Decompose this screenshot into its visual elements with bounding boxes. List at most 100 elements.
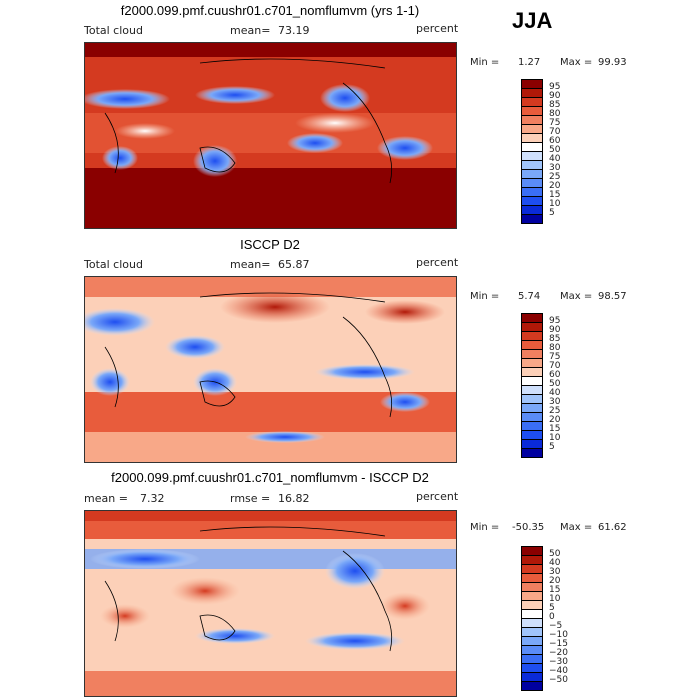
colorbar-swatch bbox=[521, 196, 543, 206]
colorbar-tick-label: 75 bbox=[549, 352, 561, 362]
panel1-min-label: Min = bbox=[470, 57, 500, 68]
colorbar-tick-label: 50 bbox=[549, 379, 561, 389]
colorbar-tick-label: 95 bbox=[549, 316, 561, 326]
panel3-map bbox=[84, 510, 457, 697]
panel2-units: percent bbox=[416, 256, 459, 269]
panel2-map bbox=[84, 276, 457, 463]
colorbar-tick-label: 75 bbox=[549, 118, 561, 128]
colorbar-swatch bbox=[521, 133, 543, 143]
colorbar-swatch bbox=[521, 376, 543, 386]
colorbar-tick-label: 40 bbox=[549, 388, 561, 398]
colorbar-tick-label: 70 bbox=[549, 127, 561, 137]
colorbar-swatch bbox=[521, 97, 543, 107]
colorbar-tick-label: 5 bbox=[549, 442, 555, 452]
colorbar-tick-label: 70 bbox=[549, 361, 561, 371]
colorbar-swatch bbox=[521, 349, 543, 359]
panel1-mean-value: 73.19 bbox=[278, 24, 310, 37]
colorbar-swatch bbox=[521, 546, 543, 556]
colorbar-tick-label: −30 bbox=[549, 657, 568, 667]
panel3-field-plot bbox=[85, 511, 456, 696]
panel1-field-label: Total cloud bbox=[84, 24, 143, 37]
panel1-mean-label: mean= bbox=[230, 24, 271, 37]
colorbar-swatch bbox=[521, 331, 543, 341]
colorbar-swatch bbox=[521, 591, 543, 601]
colorbar-swatch bbox=[521, 412, 543, 422]
colorbar-swatch bbox=[521, 322, 543, 332]
panel3-rmse-value: 16.82 bbox=[278, 492, 310, 505]
colorbar-swatch bbox=[521, 394, 543, 404]
colorbar-swatch bbox=[521, 79, 543, 89]
colorbar-swatch bbox=[521, 205, 543, 215]
colorbar-swatch bbox=[521, 654, 543, 664]
colorbar-tick-label: 5 bbox=[549, 603, 555, 613]
colorbar-swatch bbox=[521, 672, 543, 682]
colorbar-swatch bbox=[521, 430, 543, 440]
colorbar-tick-label: 80 bbox=[549, 109, 561, 119]
colorbar-swatch bbox=[521, 609, 543, 619]
panel3-units: percent bbox=[416, 490, 459, 503]
colorbar-tick-label: 95 bbox=[549, 82, 561, 92]
colorbar-tick-label: 30 bbox=[549, 567, 561, 577]
colorbar-swatch bbox=[521, 439, 543, 449]
colorbar-swatch bbox=[521, 160, 543, 170]
panel1-max-label: Max = bbox=[560, 57, 593, 68]
panel1-field-plot bbox=[85, 43, 456, 228]
panel3-mean-label: mean = bbox=[84, 492, 128, 505]
season-label: JJA bbox=[512, 8, 553, 33]
colorbar-tick-label: −15 bbox=[549, 639, 568, 649]
colorbar-swatch bbox=[521, 555, 543, 565]
panel3-max-label: Max = bbox=[560, 522, 593, 533]
colorbar-tick-label: −50 bbox=[549, 675, 568, 685]
colorbar-swatch bbox=[521, 403, 543, 413]
colorbar-tick-label: 90 bbox=[549, 91, 561, 101]
colorbar-tick-label: 85 bbox=[549, 100, 561, 110]
colorbar-swatch bbox=[521, 663, 543, 673]
panel2-max-value: 98.57 bbox=[598, 291, 627, 302]
colorbar-tick-label: 25 bbox=[549, 406, 561, 416]
colorbar-tick-label: 80 bbox=[549, 343, 561, 353]
panel2-min-label: Min = bbox=[470, 291, 500, 302]
colorbar-swatch bbox=[521, 151, 543, 161]
panel2-field-plot bbox=[85, 277, 456, 462]
panel3-title: f2000.099.pmf.cuushr01.c701_nomflumvm - … bbox=[111, 470, 429, 485]
colorbar-swatch bbox=[521, 636, 543, 646]
colorbar-swatch bbox=[521, 115, 543, 125]
colorbar-tick-label: 10 bbox=[549, 199, 561, 209]
colorbar-tick-label: 85 bbox=[549, 334, 561, 344]
colorbar-tick-label: 30 bbox=[549, 163, 561, 173]
colorbar-swatch bbox=[521, 106, 543, 116]
colorbar-tick-label: 90 bbox=[549, 325, 561, 335]
panel2-field-label: Total cloud bbox=[84, 258, 143, 271]
colorbar-tick-label: −40 bbox=[549, 666, 568, 676]
colorbar-swatch bbox=[521, 385, 543, 395]
panel1-title: f2000.099.pmf.cuushr01.c701_nomflumvm (y… bbox=[120, 3, 420, 18]
colorbar-swatch bbox=[521, 600, 543, 610]
panel3-mean-value: 7.32 bbox=[140, 492, 165, 505]
colorbar-tick-label: 20 bbox=[549, 415, 561, 425]
colorbar-swatch bbox=[521, 169, 543, 179]
colorbar-swatch bbox=[521, 421, 543, 431]
colorbar-tick-label: −5 bbox=[549, 621, 563, 631]
colorbar-swatch bbox=[521, 618, 543, 628]
colorbar-tick-label: 40 bbox=[549, 558, 561, 568]
colorbar-tick-label: 20 bbox=[549, 181, 561, 191]
panel3-min-value: -50.35 bbox=[512, 522, 545, 533]
colorbar-swatch bbox=[521, 124, 543, 134]
panel3-min-label: Min = bbox=[470, 522, 500, 533]
colorbar-swatch bbox=[521, 564, 543, 574]
colorbar-tick-label: 15 bbox=[549, 585, 561, 595]
colorbar-swatch bbox=[521, 187, 543, 197]
colorbar-tick-label: 30 bbox=[549, 397, 561, 407]
colorbar-tick-label: −10 bbox=[549, 630, 568, 640]
colorbar-tick-label: 15 bbox=[549, 190, 561, 200]
colorbar-tick-label: 10 bbox=[549, 594, 561, 604]
colorbar-tick-label: 25 bbox=[549, 172, 561, 182]
colorbar-tick-label: 15 bbox=[549, 424, 561, 434]
panel2-title: ISCCP D2 bbox=[240, 237, 300, 252]
colorbar-swatch bbox=[521, 340, 543, 350]
colorbar-swatch bbox=[521, 367, 543, 377]
panel3-max-value: 61.62 bbox=[598, 522, 627, 533]
panel2-min-value: 5.74 bbox=[518, 291, 541, 302]
colorbar-swatch bbox=[521, 448, 543, 458]
colorbar-swatch bbox=[521, 627, 543, 637]
